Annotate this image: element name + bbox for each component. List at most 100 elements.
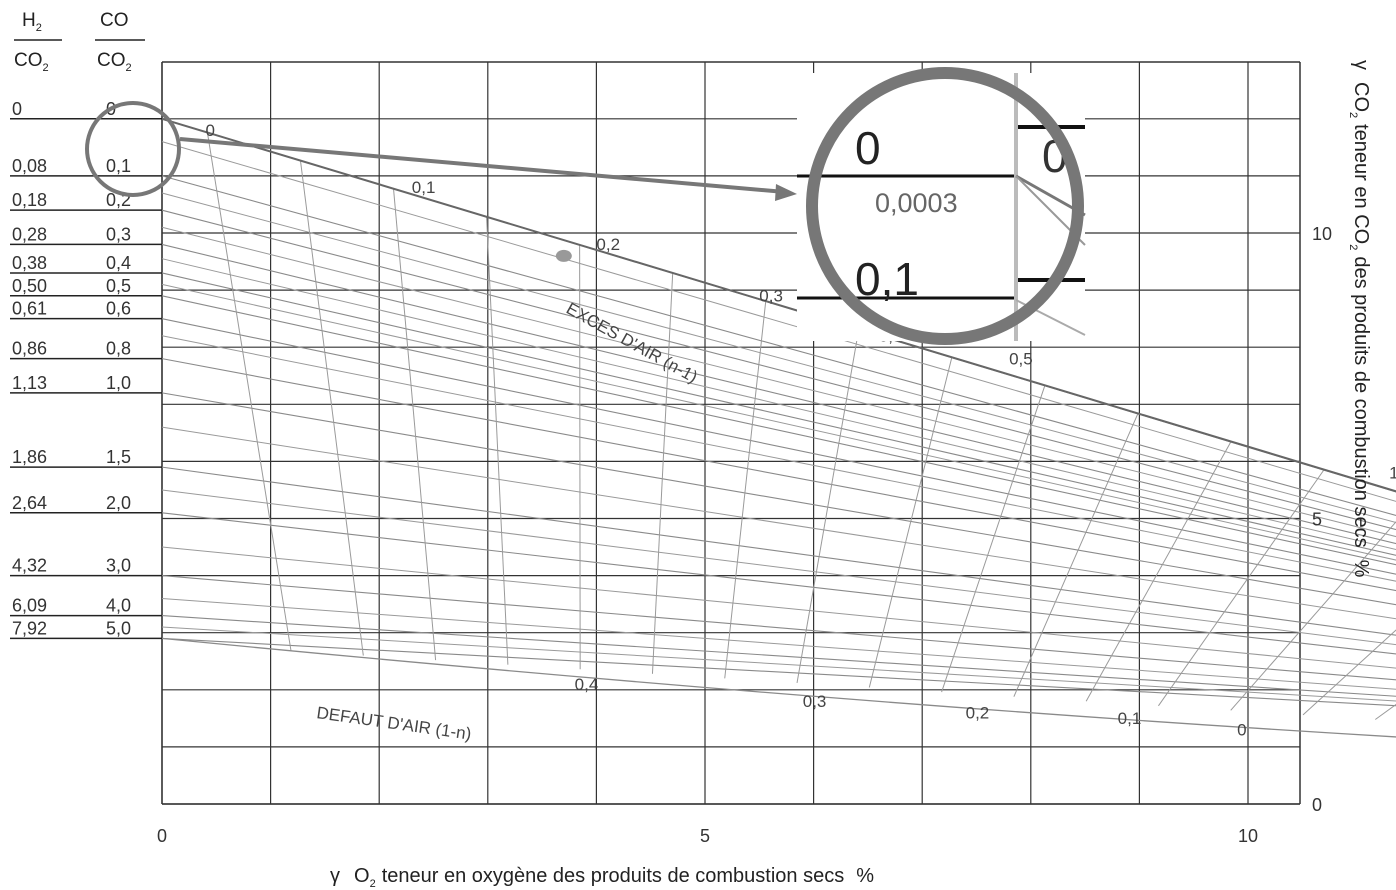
cross-line xyxy=(579,244,581,670)
fan-line xyxy=(161,637,1396,707)
fan-line xyxy=(161,546,1396,669)
co-ratio-label: 5,0 xyxy=(106,618,131,638)
h2-ratio-label: 0,28 xyxy=(12,224,47,244)
fan-line xyxy=(161,426,1396,620)
x-tick-label: 10 xyxy=(1238,826,1258,846)
h2-ratio-label: 4,32 xyxy=(12,556,47,576)
h2-ratio-label: 2,64 xyxy=(12,493,47,513)
fan-line xyxy=(161,318,1396,575)
h2-ratio-label: 1,86 xyxy=(12,447,47,467)
cross-line xyxy=(486,216,509,665)
fan-line xyxy=(161,466,1396,636)
excess-curve-label: 0,2 xyxy=(596,235,620,254)
inset-label-0-1: 0,1 xyxy=(855,253,919,305)
fan-line xyxy=(161,209,1396,531)
combustion-lines xyxy=(161,117,1396,738)
defect-air-label: DEFAUT D'AIR (1-n) xyxy=(315,703,472,744)
y-axis-title: γCO2teneur en CO2des produits de combust… xyxy=(1347,60,1372,578)
ratio-rows: 0 00,08 0,10,18 0,20,28 0,30,38 0,40,50 0,50,6… xyxy=(10,99,162,640)
defect-curve xyxy=(161,637,1396,738)
header-co-den: CO2 xyxy=(97,50,132,74)
fan-line xyxy=(161,243,1396,545)
fan-line xyxy=(161,226,1396,538)
h2-ratio-label: 6,09 xyxy=(12,596,47,616)
fan-line xyxy=(161,358,1396,592)
highlight-point xyxy=(555,249,572,262)
header-h2-den: CO2 xyxy=(14,50,49,74)
header-co-num: CO xyxy=(100,10,129,31)
excess-curve-label: 1,0 xyxy=(1389,464,1396,483)
zoom-arrow-line xyxy=(179,137,786,194)
cross-line xyxy=(393,188,437,661)
cross-line xyxy=(941,385,1046,693)
axis-ticks: 0510150510 xyxy=(157,224,1332,846)
fan-line xyxy=(161,626,1396,702)
fan-line xyxy=(161,141,1396,502)
defect-curve-label: 0 xyxy=(1237,720,1246,739)
inset-value-label: 0,0003 xyxy=(875,188,958,218)
h2-ratio-label: 7,92 xyxy=(12,618,47,638)
cross-line xyxy=(651,272,674,674)
y-tick-label: 5 xyxy=(1312,510,1322,530)
co-ratio-label: 2,0 xyxy=(106,493,131,513)
x-tick-label: 0 xyxy=(157,826,167,846)
fan-line xyxy=(161,295,1396,566)
fan-line xyxy=(161,192,1396,523)
co-ratio-label: 4,0 xyxy=(106,596,131,616)
co-ratio-label: 1,0 xyxy=(106,373,131,393)
cross-line xyxy=(299,160,364,656)
fan-line xyxy=(161,489,1396,646)
co-ratio-label: 0,4 xyxy=(106,253,131,273)
co-ratio-label: 0,3 xyxy=(106,224,131,244)
header-h2-num: H2 xyxy=(22,10,42,34)
y-tick-label: 10 xyxy=(1312,224,1332,244)
h2-ratio-label: 1,13 xyxy=(12,373,47,393)
header-co-co2: CO CO2 xyxy=(95,10,145,74)
excess-curve-label: 0,1 xyxy=(412,178,436,197)
fan-line xyxy=(161,392,1396,606)
fan-line xyxy=(161,597,1396,690)
zoom-circle xyxy=(85,101,181,197)
excess-air-line xyxy=(161,117,1396,493)
cross-line xyxy=(724,301,767,679)
defect-curve-label: 0,3 xyxy=(803,692,827,711)
fan-line xyxy=(161,283,1396,561)
co-ratio-label: 3,0 xyxy=(106,556,131,576)
fan-line xyxy=(161,615,1396,697)
h2-ratio-label: 0,61 xyxy=(12,299,47,319)
cross-line xyxy=(1013,413,1139,697)
h2-ratio-label: 0,08 xyxy=(12,156,47,176)
h2-ratio-label: 0,50 xyxy=(12,276,47,296)
co-ratio-label: 0,6 xyxy=(106,299,131,319)
defect-curve-label: 0,1 xyxy=(1118,709,1142,728)
cross-line xyxy=(206,132,292,652)
cross-line xyxy=(1158,469,1325,707)
excess-curve-label: 0 xyxy=(205,121,214,140)
x-axis-title: γ O2 teneur en oxygène des produits de com… xyxy=(330,865,874,890)
co-ratio-label: 1,5 xyxy=(106,447,131,467)
h2-ratio-label: 0,86 xyxy=(12,339,47,359)
co-ratio-label: 0,8 xyxy=(106,339,131,359)
header-h2-co2: H2 CO2 xyxy=(14,10,62,74)
cross-line xyxy=(1085,441,1232,702)
defect-curve-label: 0,2 xyxy=(966,703,990,722)
fan-line xyxy=(161,335,1396,582)
cross-line xyxy=(868,357,953,688)
fan-line xyxy=(161,272,1396,556)
fan-line xyxy=(161,575,1396,681)
fan-line xyxy=(161,175,1396,517)
y-tick-label: 0 xyxy=(1312,795,1322,815)
cross-line xyxy=(1302,629,1396,716)
co-ratio-label: 0,1 xyxy=(106,156,131,176)
cross-line xyxy=(1230,521,1396,711)
excess-curve-label: 0,5 xyxy=(1009,349,1033,368)
h2-ratio-label: 0,18 xyxy=(12,190,47,210)
excess-curve-label: 0,3 xyxy=(759,287,783,306)
h2-ratio-label: 0,38 xyxy=(12,253,47,273)
h2-ratio-label: 0 xyxy=(12,99,22,119)
cross-line xyxy=(796,329,860,684)
zoom-inset: 0 0,0003 0,1 0 xyxy=(797,67,1086,345)
inset-label-0: 0 xyxy=(855,122,881,174)
x-tick-label: 5 xyxy=(700,826,710,846)
co-ratio-label: 0,5 xyxy=(106,276,131,296)
